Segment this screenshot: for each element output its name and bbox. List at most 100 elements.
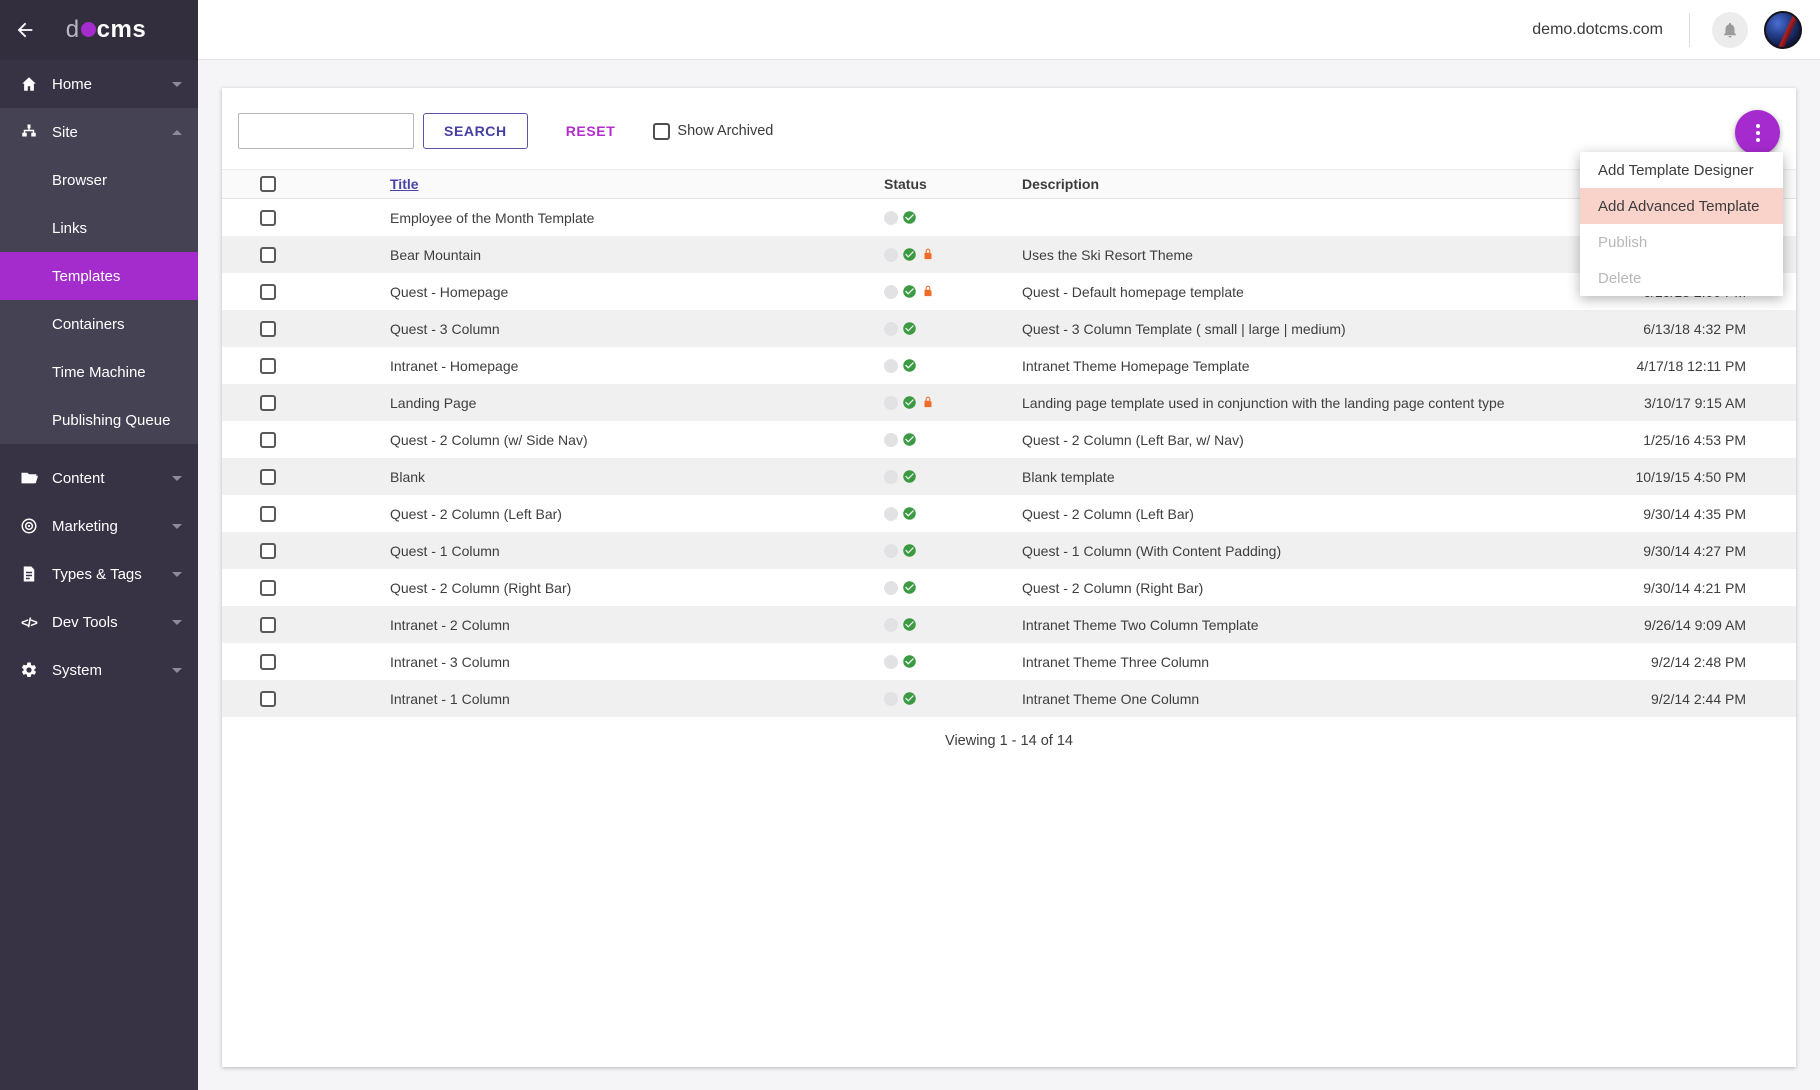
draft-status-icon — [884, 321, 898, 336]
table-row[interactable]: Quest - 2 Column (Right Bar) Quest - 2 C… — [222, 569, 1796, 606]
sidebar-item-dev-tools[interactable]: </> Dev Tools — [0, 598, 198, 646]
row-description: Quest - 2 Column (Left Bar, w/ Nav) — [1022, 431, 1244, 448]
row-checkbox[interactable] — [260, 653, 276, 670]
show-archived-toggle[interactable]: Show Archived — [653, 122, 773, 140]
table-row[interactable]: Quest - Homepage Quest - Default homepag… — [222, 273, 1796, 310]
notifications-button[interactable] — [1712, 11, 1748, 48]
chevron-down-icon — [172, 523, 182, 529]
sidebar-item-label: Dev Tools — [52, 613, 118, 631]
more-vert-icon — [1755, 123, 1760, 128]
row-title[interactable]: Quest - Homepage — [390, 283, 509, 300]
table-row[interactable]: Landing Page Landing page template used … — [222, 384, 1796, 421]
row-title[interactable]: Blank — [390, 468, 426, 485]
row-checkbox[interactable] — [260, 542, 276, 559]
user-avatar[interactable] — [1764, 10, 1802, 49]
row-checkbox[interactable] — [260, 320, 276, 337]
home-icon — [20, 75, 38, 93]
menu-item-add-template-designer[interactable]: Add Template Designer — [1598, 161, 1754, 179]
row-checkbox[interactable] — [260, 505, 276, 522]
show-archived-checkbox[interactable] — [653, 122, 671, 140]
row-checkbox[interactable] — [260, 690, 276, 707]
sidebar-item-marketing[interactable]: Marketing — [0, 502, 198, 550]
row-title[interactable]: Intranet - 2 Column — [390, 616, 510, 633]
column-header-title[interactable]: Title — [390, 176, 419, 192]
row-title[interactable]: Quest - 3 Column — [390, 320, 500, 337]
row-status — [884, 654, 1022, 669]
sidebar-item-templates[interactable]: Templates — [0, 252, 198, 300]
document-icon — [20, 565, 38, 583]
table-row[interactable]: Bear Mountain Uses the Ski Resort Theme — [222, 236, 1796, 273]
draft-status-icon — [884, 247, 898, 262]
chevron-up-icon — [172, 129, 182, 135]
table-row[interactable]: Quest - 1 Column Quest - 1 Column (With … — [222, 532, 1796, 569]
row-title[interactable]: Quest - 2 Column (Left Bar) — [390, 505, 562, 522]
row-title[interactable]: Intranet - 1 Column — [390, 690, 510, 707]
row-checkbox[interactable] — [260, 431, 276, 448]
row-title[interactable]: Quest - 2 Column (w/ Side Nav) — [390, 431, 588, 448]
reset-button[interactable]: RESET — [565, 123, 616, 139]
sidebar-item-time-machine[interactable]: Time Machine — [0, 348, 198, 396]
pagination-status: Viewing 1 - 14 of 14 — [945, 733, 1073, 749]
row-title[interactable]: Landing Page — [390, 394, 477, 411]
row-checkbox[interactable] — [260, 357, 276, 374]
chevron-down-icon — [172, 81, 182, 87]
topbar-divider — [1689, 12, 1690, 47]
row-checkbox[interactable] — [260, 394, 276, 411]
site-hostname[interactable]: demo.dotcms.com — [1532, 20, 1663, 38]
sidebar-item-system[interactable]: System — [0, 646, 198, 694]
row-checkbox[interactable] — [260, 209, 276, 226]
draft-status-icon — [884, 691, 898, 706]
sidebar-item-containers[interactable]: Containers — [0, 300, 198, 348]
sidebar-item-types-tags[interactable]: Types & Tags — [0, 550, 198, 598]
sitemap-icon — [20, 123, 38, 141]
row-description: Quest - Default homepage template — [1022, 283, 1244, 300]
table-row[interactable]: Intranet - Homepage Intranet Theme Homep… — [222, 347, 1796, 384]
row-title[interactable]: Quest - 2 Column (Right Bar) — [390, 579, 572, 596]
search-button[interactable]: SEARCH — [423, 113, 528, 149]
row-date: 3/10/17 9:15 AM — [1644, 394, 1746, 411]
row-title[interactable]: Intranet - 3 Column — [390, 653, 510, 670]
sidebar-item-content[interactable]: Content — [0, 454, 198, 502]
sidebar-item-label: Content — [52, 469, 105, 487]
search-input[interactable] — [238, 113, 414, 149]
menu-item-publish[interactable]: Publish — [1598, 233, 1648, 251]
draft-status-icon — [884, 506, 898, 521]
add-actions-fab[interactable] — [1735, 110, 1780, 155]
draft-status-icon — [884, 469, 898, 484]
row-title[interactable]: Quest - 1 Column — [390, 542, 500, 559]
table-row[interactable]: Quest - 2 Column (Left Bar) Quest - 2 Co… — [222, 495, 1796, 532]
sidebar-item-browser[interactable]: Browser — [0, 156, 198, 204]
row-description: Landing page template used in conjunctio… — [1022, 394, 1505, 411]
table-row[interactable]: Blank Blank template 10/19/15 4:50 PM — [222, 458, 1796, 495]
sidebar-item-publishing-queue[interactable]: Publishing Queue — [0, 396, 198, 444]
table-row[interactable]: Intranet - 3 Column Intranet Theme Three… — [222, 643, 1796, 680]
back-arrow-icon[interactable] — [14, 19, 36, 41]
table-row[interactable]: Intranet - 2 Column Intranet Theme Two C… — [222, 606, 1796, 643]
sidebar-subitem-label: Browser — [52, 171, 108, 189]
table-row[interactable]: Employee of the Month Template — [222, 199, 1796, 236]
row-title[interactable]: Bear Mountain — [390, 246, 482, 263]
table-row[interactable]: Quest - 2 Column (w/ Side Nav) Quest - 2… — [222, 421, 1796, 458]
menu-item-add-advanced-template[interactable]: Add Advanced Template — [1580, 188, 1783, 224]
sidebar-item-links[interactable]: Links — [0, 204, 198, 252]
row-title[interactable]: Intranet - Homepage — [390, 357, 519, 374]
menu-item-delete[interactable]: Delete — [1598, 269, 1642, 287]
table-row[interactable]: Quest - 3 Column Quest - 3 Column Templa… — [222, 310, 1796, 347]
row-description: Quest - 2 Column (Right Bar) — [1022, 579, 1204, 596]
sidebar-item-site[interactable]: Site — [0, 108, 198, 156]
published-status-icon — [902, 617, 917, 632]
sidebar-item-home[interactable]: Home — [0, 60, 198, 108]
row-checkbox[interactable] — [260, 468, 276, 485]
row-checkbox[interactable] — [260, 283, 276, 300]
table-row[interactable]: Intranet - 1 Column Intranet Theme One C… — [222, 680, 1796, 717]
row-description: Quest - 3 Column Template ( small | larg… — [1022, 320, 1346, 337]
row-checkbox[interactable] — [260, 579, 276, 596]
row-date: 9/30/14 4:21 PM — [1643, 579, 1746, 596]
row-date: 9/2/14 2:48 PM — [1651, 653, 1746, 670]
row-checkbox[interactable] — [260, 246, 276, 263]
select-all-checkbox[interactable] — [260, 176, 276, 192]
sidebar-item-label: Site — [52, 123, 78, 141]
row-date: 6/13/18 4:32 PM — [1643, 320, 1746, 337]
row-checkbox[interactable] — [260, 616, 276, 633]
row-title[interactable]: Employee of the Month Template — [390, 209, 595, 226]
